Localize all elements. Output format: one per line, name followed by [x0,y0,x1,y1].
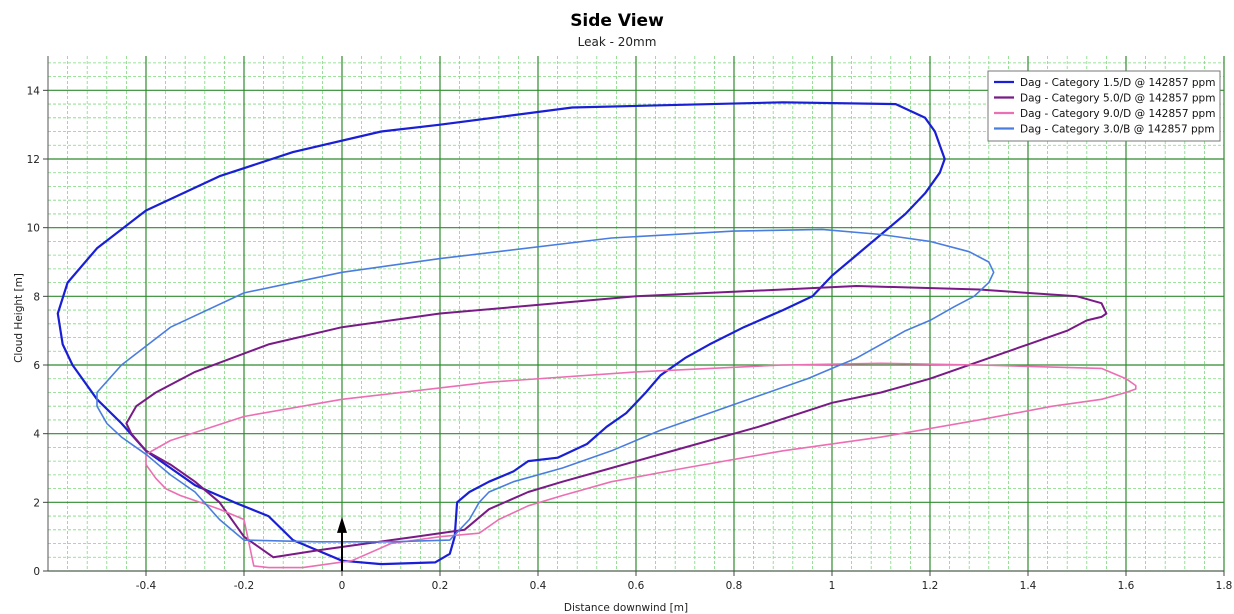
legend-entry-1: Dag - Category 1.5/D @ 142857 ppm [1020,77,1215,89]
y-tick-label: 0 [33,566,40,578]
legend: Dag - Category 1.5/D @ 142857 ppm Dag - C… [987,70,1221,142]
y-tick-label: 4 [33,429,40,441]
marker-layer [337,516,347,571]
y-tick-label: 10 [27,223,40,235]
x-tick-label: 1.8 [1216,580,1233,592]
x-tick-label: 0.8 [726,580,743,592]
series-line-4 [96,228,995,543]
x-tick-label: 0 [339,580,346,592]
x-tick-label: 1.2 [922,580,939,592]
y-tick-label: 6 [33,360,40,372]
y-axis-title: Cloud Height [m] [13,273,25,363]
x-axis-ticks: -0.4 -0.2 0 0.2 0.4 0.6 0.8 1 1.2 1.4 1.6 1.8 [136,571,1233,592]
legend-entry-4: Dag - Category 3.0/B @ 142857 ppm [1020,124,1215,136]
x-tick-label: 0.2 [432,580,449,592]
x-tick-label: 1 [829,580,836,592]
x-tick-label: 1.6 [1118,580,1135,592]
chart-title: Side View [570,11,664,31]
series-layer [56,101,1137,569]
x-tick-label: -0.4 [136,580,157,592]
y-tick-label: 8 [33,291,40,303]
x-tick-label: -0.2 [234,580,255,592]
y-tick-label: 14 [27,85,41,97]
major-gridlines [48,56,1225,572]
x-tick-label: 0.6 [628,580,645,592]
series-line-2 [125,285,1108,559]
legend-entry-2: Dag - Category 5.0/D @ 142857 ppm [1020,93,1215,105]
legend-entry-3: Dag - Category 9.0/D @ 142857 ppm [1020,108,1215,120]
x-tick-label: 0.4 [530,580,547,592]
series-line-3 [145,362,1137,569]
y-tick-label: 12 [27,154,40,166]
y-axis-ticks: 0 2 4 6 8 10 12 14 [27,85,48,578]
chart-subtitle: Leak - 20mm [578,35,657,49]
source-arrow-head [337,516,347,533]
legend-box [987,70,1221,142]
x-axis-title: Distance downwind [m] [564,602,688,614]
y-tick-label: 2 [33,497,40,509]
series-line-1 [56,101,946,566]
x-tick-label: 1.4 [1020,580,1037,592]
